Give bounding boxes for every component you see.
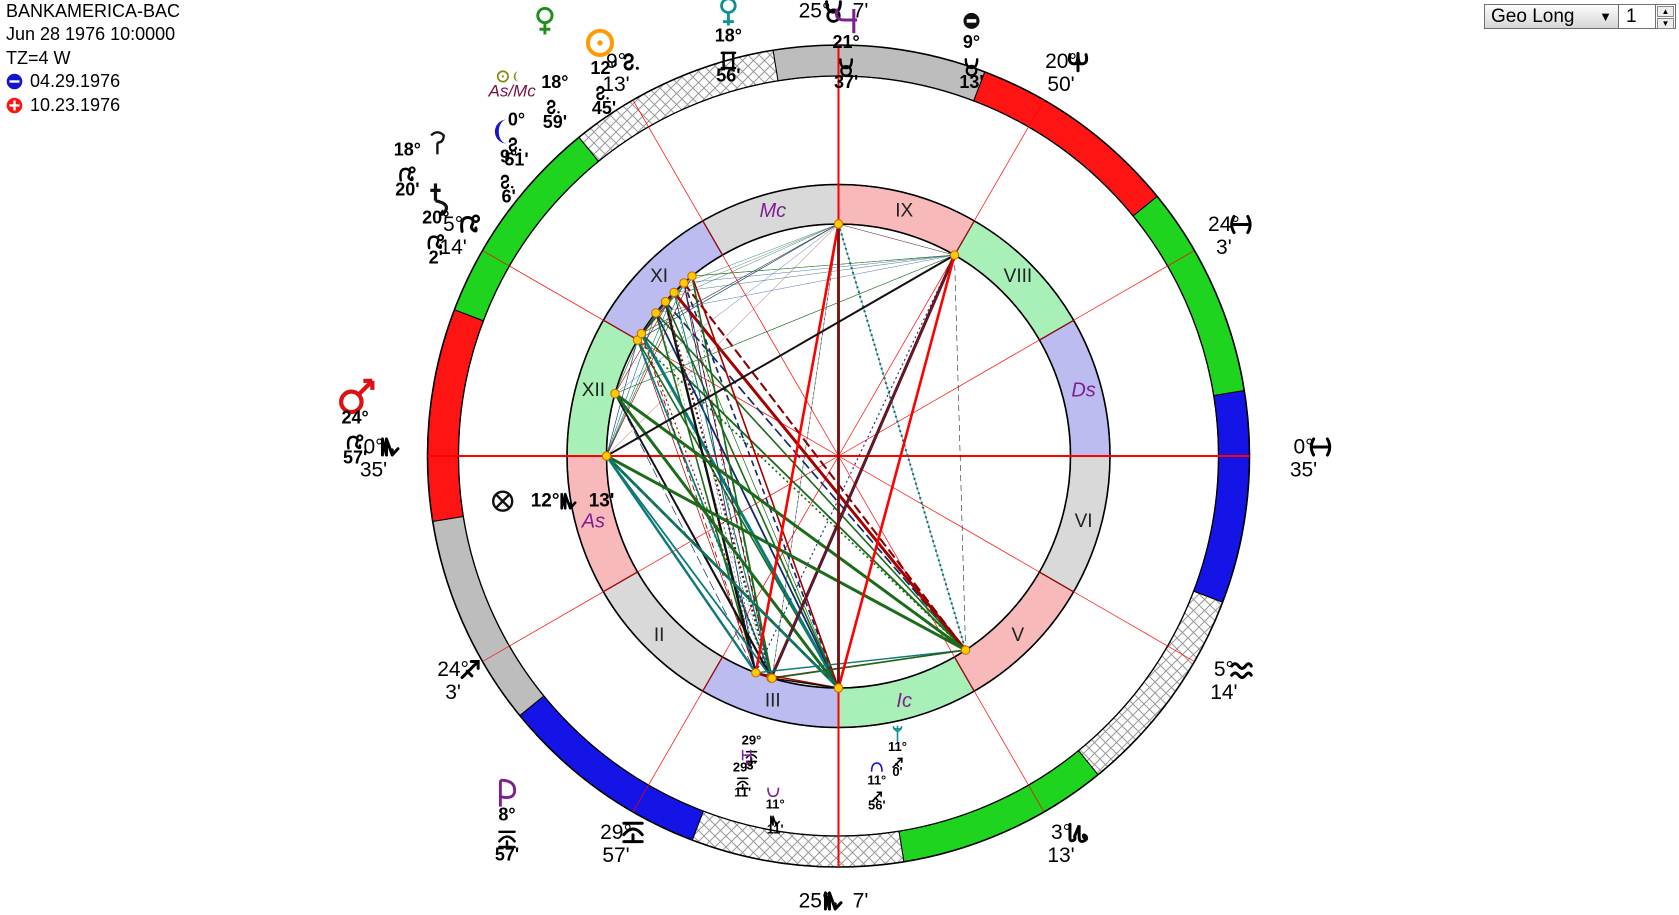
svg-text:35': 35': [1290, 459, 1317, 482]
svg-text:Ic: Ic: [896, 690, 912, 712]
svg-text:20': 20': [395, 180, 419, 200]
svg-text:3°: 3°: [1051, 821, 1071, 844]
svg-text:11°: 11°: [766, 797, 785, 812]
svg-text:18°: 18°: [541, 72, 568, 92]
svg-text:20°: 20°: [422, 207, 449, 227]
svg-text:As: As: [581, 511, 605, 533]
svg-text:24°: 24°: [437, 658, 469, 681]
svg-text:2': 2': [429, 247, 443, 267]
svg-text:51': 51': [504, 149, 528, 169]
svg-text:7': 7': [853, 890, 869, 913]
svg-text:57': 57': [602, 844, 629, 867]
svg-text:II: II: [654, 625, 665, 646]
svg-text:14': 14': [1210, 681, 1237, 704]
svg-text:45': 45': [592, 98, 616, 118]
svg-text:13': 13': [1047, 844, 1074, 867]
svg-text:13': 13': [589, 491, 615, 512]
svg-text:56': 56': [868, 798, 886, 813]
svg-text:Ds: Ds: [1071, 379, 1095, 401]
svg-text:29°: 29°: [733, 759, 753, 774]
svg-text:20°: 20°: [1045, 50, 1077, 73]
svg-text:13': 13': [959, 72, 983, 92]
svg-text:III: III: [765, 691, 781, 712]
svg-text:18°: 18°: [715, 26, 742, 46]
svg-text:18°: 18°: [394, 140, 421, 160]
svg-text:57': 57': [343, 448, 367, 468]
svg-text:12°: 12°: [590, 58, 617, 78]
svg-text:11°: 11°: [888, 739, 907, 754]
svg-text:V: V: [1012, 625, 1025, 646]
svg-text:56': 56': [716, 66, 740, 86]
svg-text:0': 0': [892, 764, 902, 779]
svg-text:29°: 29°: [742, 733, 762, 748]
svg-text:9°: 9°: [963, 32, 980, 52]
svg-text:0°: 0°: [508, 109, 525, 129]
svg-text:3': 3': [445, 681, 461, 704]
svg-text:VIII: VIII: [1004, 266, 1033, 287]
svg-text:5°: 5°: [1214, 658, 1234, 681]
svg-text:XII: XII: [582, 380, 605, 401]
svg-text:6': 6': [501, 187, 515, 207]
svg-text:8°: 8°: [498, 804, 515, 824]
svg-text:24°: 24°: [341, 408, 368, 428]
svg-text:59': 59': [543, 112, 567, 132]
svg-text:Mc: Mc: [759, 200, 786, 222]
svg-text:21°: 21°: [832, 32, 859, 52]
svg-text:50': 50': [1047, 73, 1074, 96]
svg-text:VI: VI: [1075, 511, 1093, 532]
svg-text:12°: 12°: [531, 491, 560, 512]
svg-text:37': 37': [834, 72, 858, 92]
svg-text:As/Mc: As/Mc: [488, 81, 537, 100]
svg-text:57': 57': [495, 844, 519, 864]
svg-text:IX: IX: [895, 200, 913, 221]
svg-text:XI: XI: [650, 266, 668, 287]
svg-text:11': 11': [767, 822, 784, 837]
svg-text:11': 11': [734, 784, 751, 799]
svg-text:11°: 11°: [867, 773, 886, 788]
svg-text:3': 3': [1216, 236, 1232, 259]
